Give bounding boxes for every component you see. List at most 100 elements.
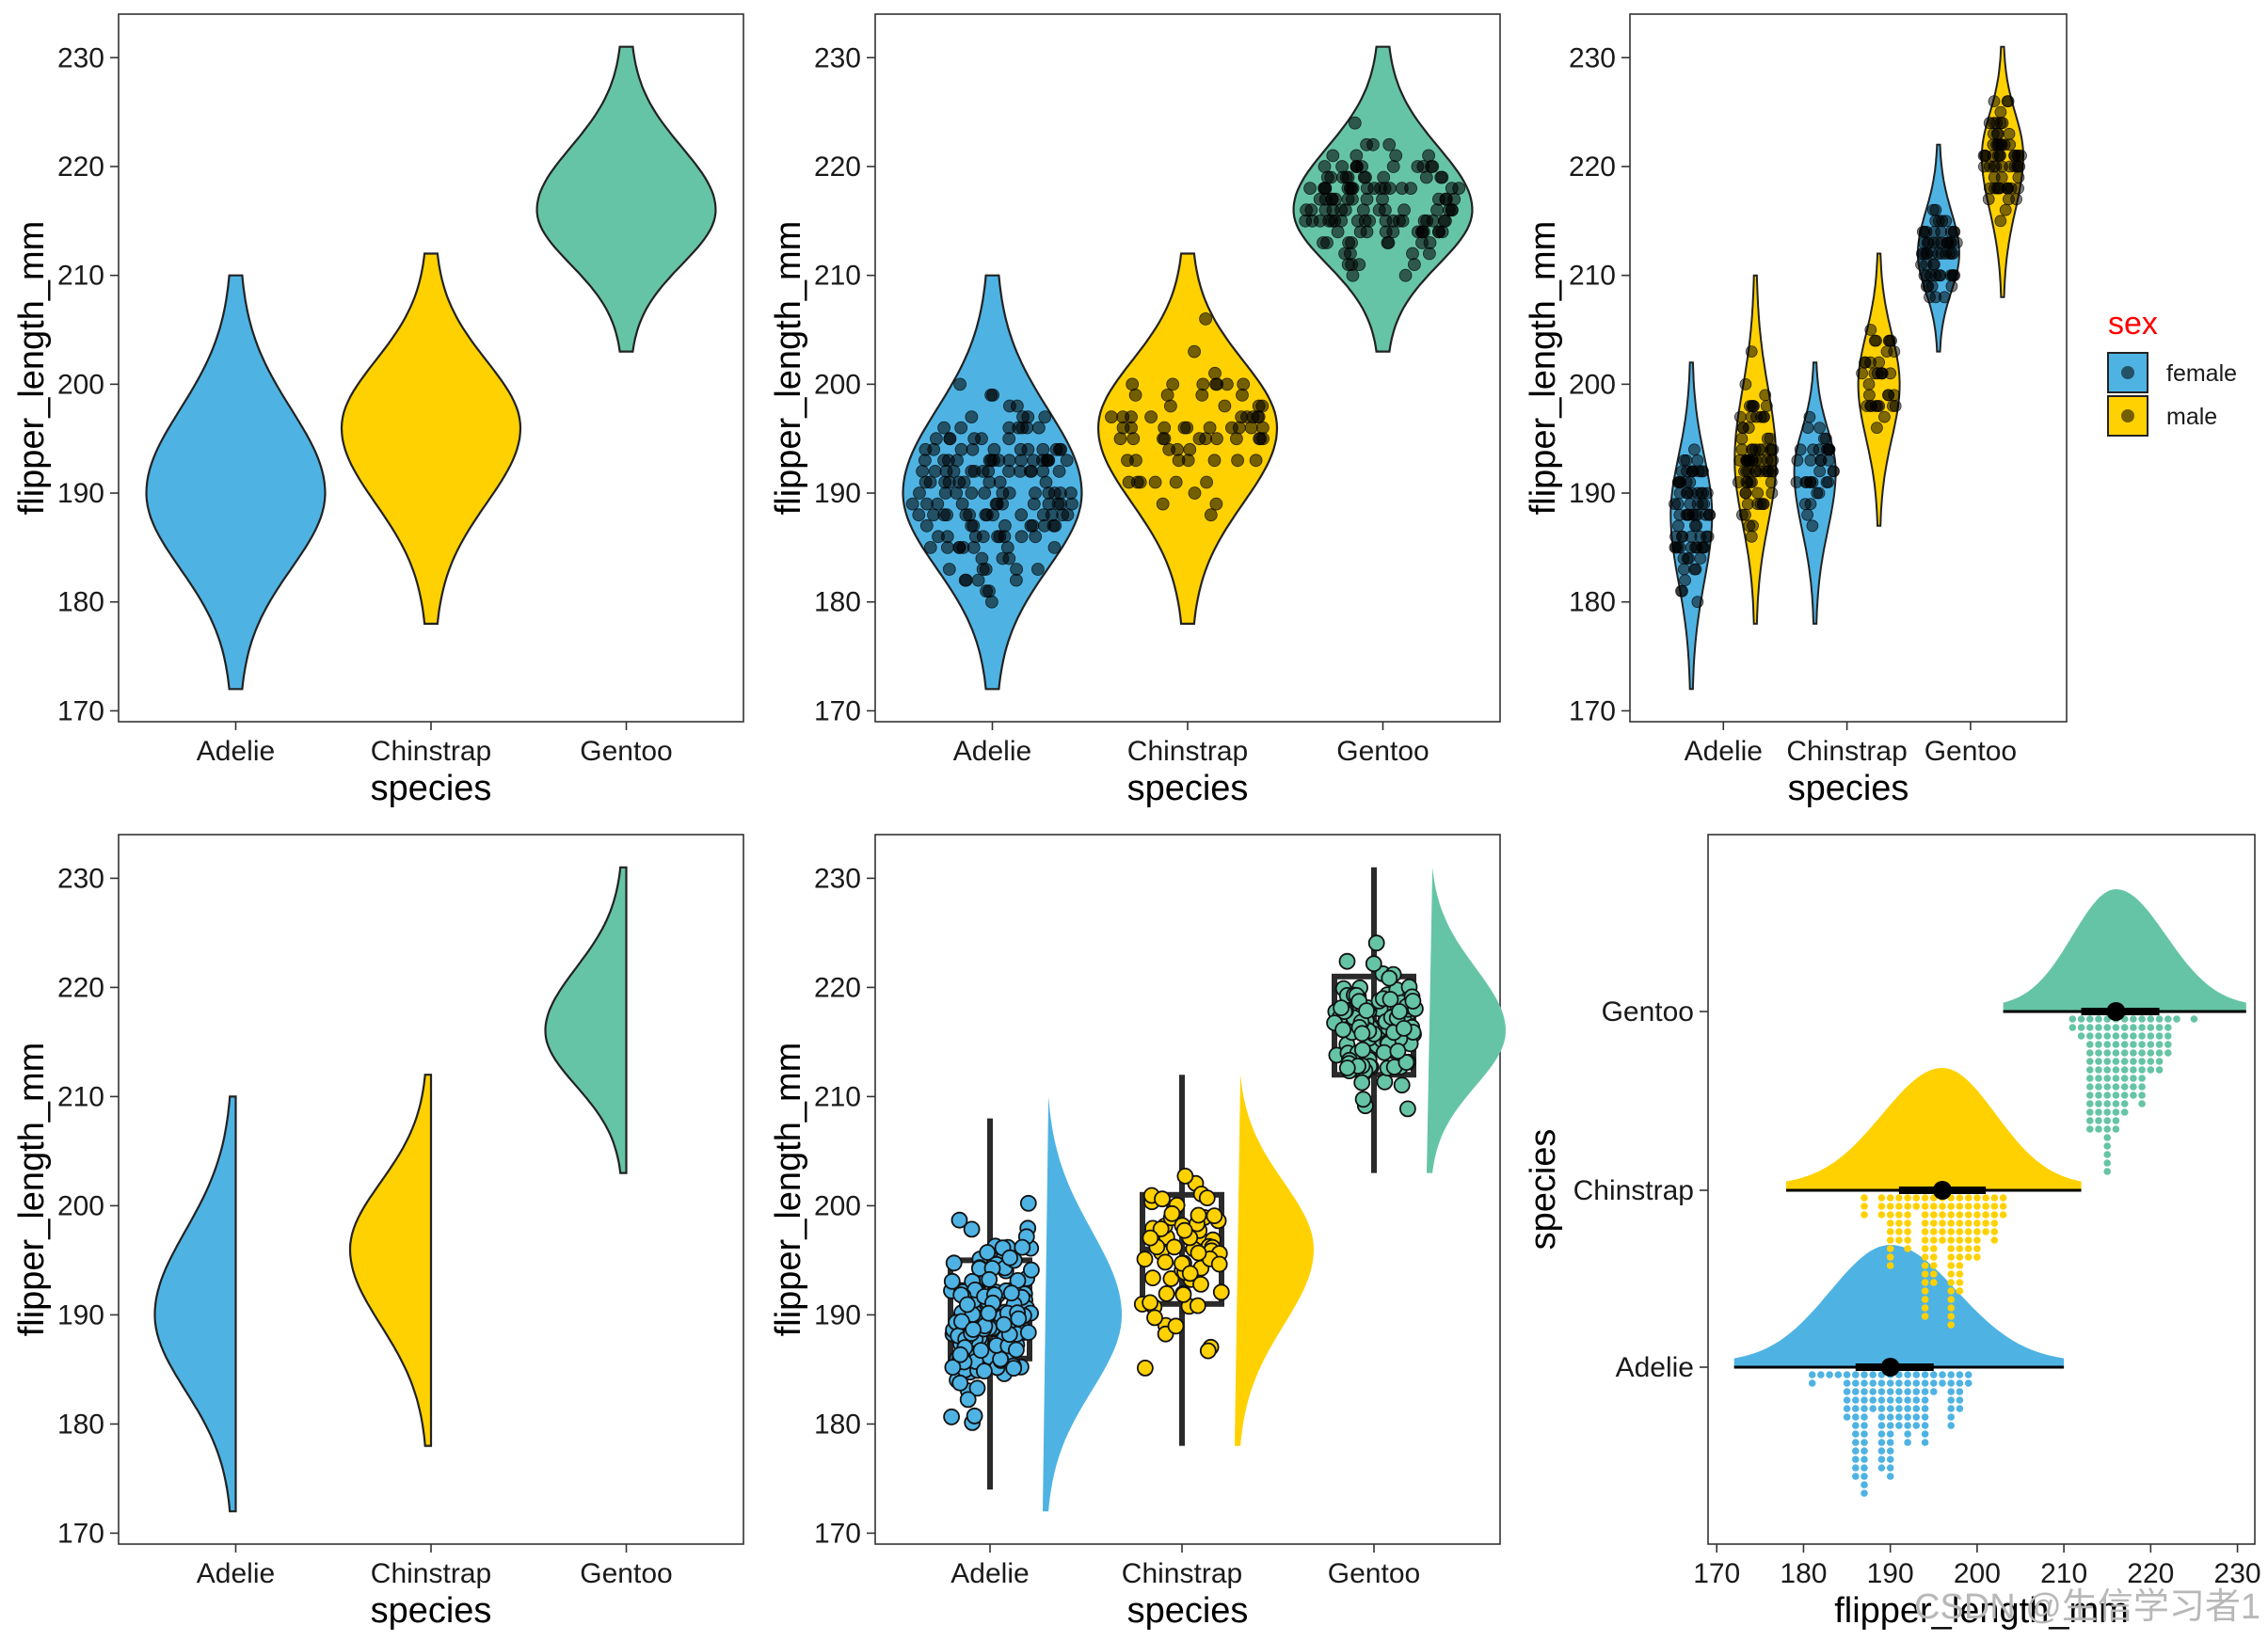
jitter-point bbox=[1188, 486, 1202, 500]
jitter-point bbox=[930, 432, 943, 446]
y-tick-label: 210 bbox=[57, 1081, 104, 1112]
jitter-point bbox=[1010, 573, 1023, 587]
y-tick-label: 190 bbox=[57, 478, 104, 509]
dot bbox=[1852, 1371, 1860, 1378]
jitter-point bbox=[958, 573, 972, 587]
y-tick-label: 180 bbox=[57, 587, 104, 618]
jitter-point bbox=[1051, 497, 1065, 511]
dot bbox=[1921, 1253, 1929, 1261]
y-tick-label: 180 bbox=[814, 587, 861, 618]
jitter-point bbox=[1210, 377, 1224, 391]
jitter-point bbox=[942, 563, 956, 576]
jitter-point bbox=[1064, 486, 1078, 500]
dot bbox=[1886, 1405, 1894, 1412]
jitter-point bbox=[1987, 149, 2000, 162]
jitter-point bbox=[1231, 454, 1244, 468]
dot bbox=[1895, 1203, 1903, 1210]
jitter-point bbox=[927, 442, 941, 456]
jitter-point bbox=[1021, 410, 1035, 424]
y-tick-label: 230 bbox=[814, 863, 861, 894]
jitter-point bbox=[986, 388, 999, 402]
dot bbox=[2112, 1041, 2120, 1048]
jitter-point bbox=[1408, 258, 1421, 272]
jitter-point bbox=[1336, 170, 1350, 184]
y-tick-label: 220 bbox=[814, 972, 861, 1003]
jitter-point bbox=[1404, 993, 1422, 1010]
dot bbox=[1982, 1194, 1989, 1202]
jitter-point bbox=[1995, 171, 2008, 183]
jitter-point bbox=[2012, 149, 2025, 162]
y-tick-label: 230 bbox=[57, 863, 104, 894]
dot bbox=[2120, 1049, 2129, 1057]
dot bbox=[2103, 1024, 2111, 1031]
y-axis-title: flipper_length_mm bbox=[769, 221, 808, 516]
x-tick-label: Chinstrap bbox=[1127, 736, 1248, 767]
jitter-point bbox=[1679, 574, 1691, 586]
jitter-point bbox=[1212, 1283, 1230, 1301]
dot bbox=[1861, 1396, 1868, 1404]
jitter-point bbox=[1948, 225, 1961, 238]
jitter-point bbox=[1129, 454, 1142, 468]
jitter-point bbox=[1794, 443, 1807, 456]
jitter-point bbox=[980, 1304, 998, 1322]
x-tick-label: 170 bbox=[1693, 1558, 1740, 1589]
dot bbox=[1904, 1405, 1911, 1412]
half-violin-chinstrap bbox=[348, 1074, 433, 1447]
jitter-point bbox=[1915, 258, 1927, 271]
dot bbox=[1886, 1464, 1894, 1472]
dot bbox=[1895, 1219, 1903, 1227]
dot bbox=[1843, 1396, 1851, 1404]
jitter-point bbox=[1987, 127, 2000, 140]
jitter-point bbox=[1692, 465, 1705, 478]
jitter-point bbox=[1144, 1269, 1161, 1286]
dot bbox=[1956, 1396, 1964, 1404]
dot bbox=[1964, 1379, 1973, 1387]
jitter-point bbox=[1759, 389, 1772, 402]
jitter-point bbox=[1176, 1168, 1194, 1185]
jitter-point bbox=[1813, 465, 1826, 478]
dot bbox=[1852, 1379, 1860, 1387]
jitter-point bbox=[1010, 563, 1023, 576]
dot bbox=[1877, 1405, 1886, 1412]
dot bbox=[2086, 1075, 2094, 1082]
jitter-point bbox=[1042, 486, 1056, 500]
jitter-point bbox=[1382, 137, 1397, 151]
jitter-point bbox=[979, 563, 993, 576]
jitter-point bbox=[1038, 410, 1052, 424]
dot bbox=[1852, 1473, 1860, 1480]
x-tick-label: 220 bbox=[2127, 1558, 2174, 1589]
dot bbox=[1964, 1245, 1973, 1252]
dot bbox=[2130, 1049, 2137, 1057]
dot bbox=[1877, 1211, 1886, 1219]
jitter-point bbox=[1244, 421, 1258, 435]
dot bbox=[1990, 1211, 1999, 1219]
y-tick-label: 190 bbox=[1569, 478, 1616, 509]
jitter-point bbox=[1696, 498, 1709, 510]
dot bbox=[2138, 1100, 2146, 1107]
dot bbox=[2086, 1066, 2094, 1074]
dot bbox=[2130, 1015, 2137, 1023]
dot bbox=[1947, 1279, 1955, 1286]
violin-adelie bbox=[145, 274, 327, 691]
dot bbox=[1956, 1371, 1964, 1378]
jitter-point bbox=[1065, 497, 1078, 511]
dot bbox=[1999, 1203, 2007, 1210]
jitter-point bbox=[954, 442, 968, 456]
dot bbox=[1861, 1371, 1868, 1378]
jitter-point bbox=[1743, 519, 1756, 533]
x-tick-label: Gentoo bbox=[580, 736, 672, 767]
jitter-point bbox=[1918, 225, 1931, 238]
x-tick-label: 180 bbox=[1780, 1558, 1827, 1589]
dot bbox=[1964, 1228, 1973, 1235]
jitter-point bbox=[1674, 476, 1686, 488]
panel-p4: 170 180 190 200 210 220 230 Adelie Chinstrap Gent… bbox=[12, 834, 744, 1631]
dot bbox=[2138, 1041, 2146, 1048]
jitter-point bbox=[1158, 432, 1172, 446]
dot bbox=[1921, 1194, 1929, 1202]
dot bbox=[2103, 1032, 2111, 1040]
jitter-point bbox=[1684, 498, 1697, 510]
dot bbox=[1921, 1228, 1929, 1235]
violin-chinstrap bbox=[340, 252, 522, 625]
dot bbox=[2112, 1100, 2120, 1107]
dot bbox=[1834, 1371, 1843, 1378]
